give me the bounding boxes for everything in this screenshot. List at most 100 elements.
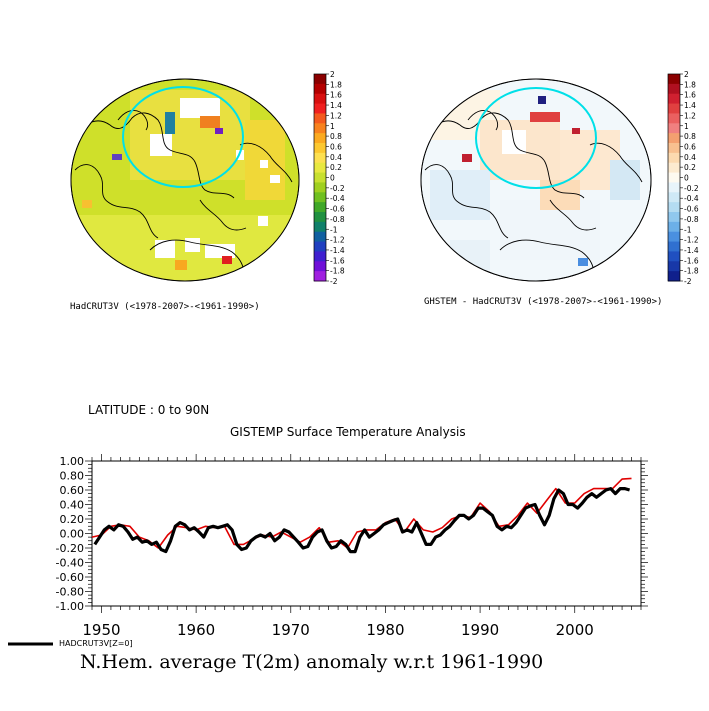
colorbar-swatch [314,261,326,272]
colorbar-tick-label: -0.8 [684,215,699,224]
colorbar-swatch [668,212,680,223]
colorbar-swatch [668,192,680,203]
colorbar-swatch [668,83,680,95]
colorbar-tick-label: -1 [330,225,338,234]
series-line-gistemp [91,477,632,549]
axis-ticks [85,454,648,613]
colorbar-tick-label: -2 [684,277,692,286]
colorbar-tick-label: 1.4 [330,101,342,110]
colorbar-tick-label: -1.2 [330,236,345,245]
colorbar-tick-label: 2 [684,70,689,79]
right-colorbar: 21.81.61.41.210.80.60.40.20-0.2-0.4-0.6-… [667,70,699,286]
series-line-hadcrut3v-z-0 [93,487,631,554]
x-tick-label: 1980 [366,621,404,639]
left-colorbar: 21.81.61.41.210.80.60.40.20-0.2-0.4-0.6-… [313,70,345,286]
series-lines [91,477,632,554]
colorbar-tick-label: 1.6 [684,91,696,100]
y-tick-label: 0.20 [60,513,85,526]
y-tick-labels: 1.00 0.800.60 0.400.20 0.00-0.20 -0.40-0.60 -… [56,455,84,613]
plot-frame [91,460,642,607]
colorbar-tick-label: 0 [330,174,335,183]
colorbar-tick-label: -0.2 [684,184,699,193]
colorbar-tick-label: 0.6 [330,142,342,151]
right-coastlines [424,109,643,277]
colorbar-swatch [314,202,326,213]
colorbar-swatch [314,162,326,174]
left-map-caption: HadCRUT3V (<1978-2007>-<1961-1990>) [70,302,260,312]
colorbar-tick-label: 0.8 [684,132,696,141]
legend-label-hadcrut3v: HADCRUT3V[Z=0] [59,639,133,648]
colorbar-tick-label: 0.4 [330,153,342,162]
y-tick-label: 0.60 [60,484,85,497]
colorbar-swatch [668,143,680,154]
x-tick-label: 1960 [177,621,215,639]
colorbar-swatch [668,251,680,262]
chart-title: N.Hem. average T(2m) anomaly w.r.t 1961-… [80,651,544,673]
colorbar-tick-label: 0.4 [684,153,696,162]
y-tick-label: 0.00 [60,528,85,541]
colorbar-swatch [314,251,326,262]
latitude-label: LATITUDE : 0 to 90N [88,403,210,417]
colorbar-tick-label: 1.8 [684,80,696,89]
colorbar-swatch [668,241,680,252]
right-map [420,78,652,282]
y-tick-label: 0.80 [60,470,85,483]
colorbar-tick-label: -1.6 [330,256,345,265]
colorbar-tick-label: -1.4 [684,246,699,255]
colorbar-swatch [314,152,326,164]
colorbar-tick-label: -1.8 [330,267,345,276]
maps-panel: 21.81.61.41.210.80.60.40.20-0.2-0.4-0.6-… [70,70,699,286]
colorbar-swatch [668,74,680,85]
colorbar-swatch [314,172,326,183]
colorbar-tick-label: -0.8 [330,215,345,224]
colorbar-tick-label: 0 [684,174,689,183]
colorbar-tick-label: -2 [330,277,338,286]
colorbar-tick-label: 0.8 [330,132,342,141]
colorbar-tick-label: 0.2 [684,163,696,172]
colorbar-tick-label: -0.4 [330,194,345,203]
left-coastlines [74,109,293,277]
colorbar-swatch [314,221,326,233]
right-map-caption: GHSTEM - HadCRUT3V (<1978-2007>-<1961-19… [424,297,663,307]
colorbar-swatch [668,133,680,144]
x-tick-label: 1950 [82,621,120,639]
colorbar-swatch [314,182,326,193]
colorbar-swatch [668,152,680,164]
colorbar-swatch [314,192,326,203]
colorbar-swatch [314,231,326,243]
colorbar-swatch [314,271,326,282]
colorbar-tick-label: 1.8 [330,80,342,89]
x-tick-label: 1990 [461,621,499,639]
colorbar-swatch [314,143,326,154]
colorbar-swatch [668,261,680,272]
colorbar-swatch [668,93,680,105]
y-tick-label: -0.60 [56,571,84,584]
x-tick-labels: 1950 1960 1970 1980 1990 2000 [82,621,593,639]
left-map-cells [71,90,299,281]
colorbar-tick-label: 0.2 [330,163,342,172]
colorbar-tick-label: -0.2 [330,184,345,193]
colorbar-swatch [314,133,326,144]
colorbar-tick-label: -0.6 [684,205,699,214]
colorbar-tick-label: -1.8 [684,267,699,276]
colorbar-swatch [668,113,680,124]
colorbar-swatch [314,113,326,124]
y-tick-label: -0.80 [56,586,84,599]
colorbar-swatch [668,182,680,193]
colorbar-tick-label: -0.6 [330,205,345,214]
colorbar-swatch [668,271,680,282]
colorbar-tick-label: 1.2 [330,111,342,120]
colorbar-tick-label: 2 [330,70,335,79]
colorbar-swatch [314,74,326,85]
colorbar-tick-label: -1.4 [330,246,345,255]
colorbar-swatch [314,93,326,105]
colorbar-swatch [314,123,326,134]
left-map [70,78,300,282]
colorbar-tick-label: -1.6 [684,256,699,265]
colorbar-swatch [668,162,680,174]
colorbar-swatch [668,103,680,114]
colorbar-swatch [668,123,680,134]
colorbar-swatch [314,103,326,114]
y-tick-label: 0.40 [60,499,85,512]
